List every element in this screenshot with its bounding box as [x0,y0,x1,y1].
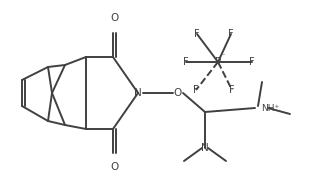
Text: O: O [110,13,119,23]
Text: P: P [215,57,221,67]
Text: F: F [194,29,200,39]
Text: O: O [174,88,182,98]
Text: F: F [229,85,235,95]
Text: F: F [249,57,255,67]
Text: F: F [193,85,199,95]
Text: F: F [183,57,189,67]
Text: F: F [228,29,234,39]
Text: ⁻: ⁻ [221,53,225,59]
Text: N: N [201,143,209,153]
Text: O: O [110,162,119,172]
Text: N: N [134,88,142,98]
Text: NH⁺: NH⁺ [261,103,279,112]
